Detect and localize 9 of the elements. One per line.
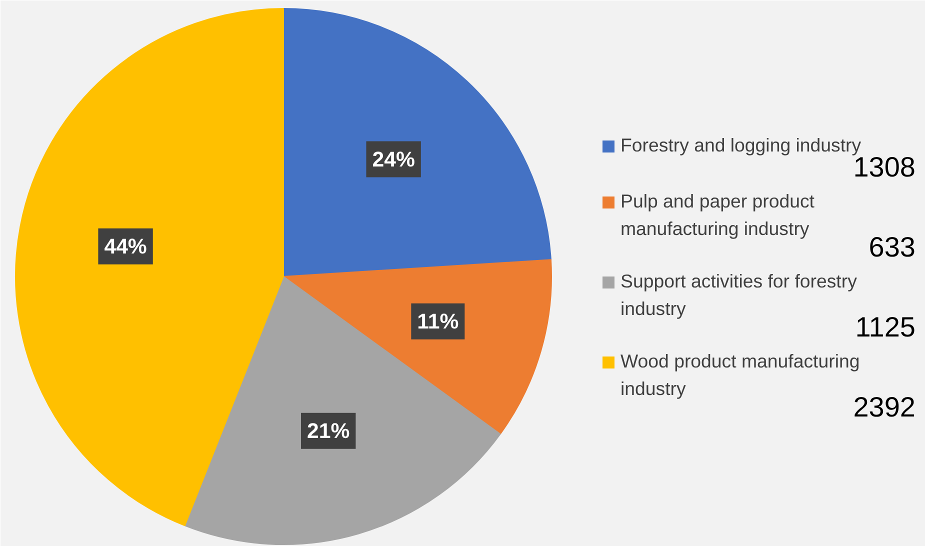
legend-label: Pulp and paper product manufacturing industry	[620, 190, 816, 239]
text: 633	[868, 232, 916, 262]
data-label: 44%	[104, 234, 147, 258]
data-label: 11%	[417, 309, 459, 334]
data-label: 21%	[307, 418, 350, 443]
text: 1125	[855, 312, 916, 342]
data-label: 24%	[372, 147, 415, 172]
text: 2392	[853, 392, 916, 422]
legend-label: Support activities for forestry industry	[620, 270, 858, 319]
